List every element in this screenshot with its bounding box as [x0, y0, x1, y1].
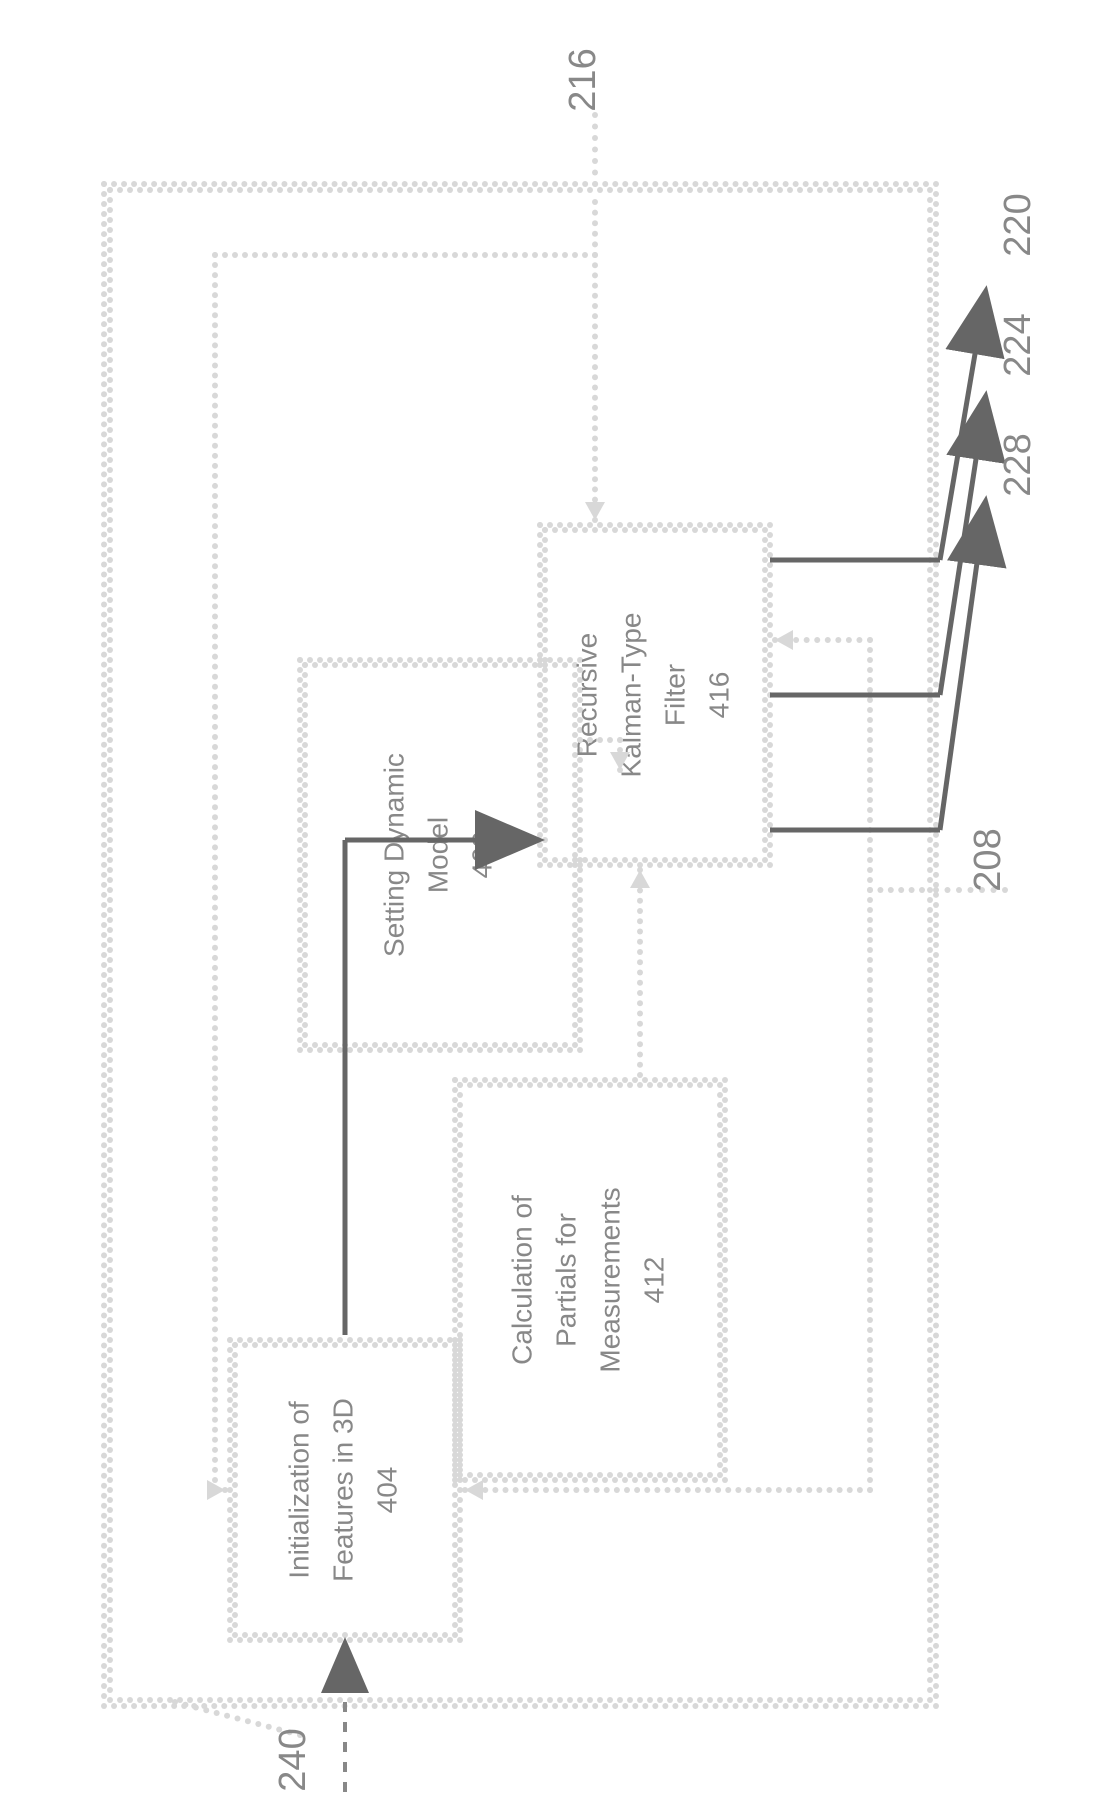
dyn-label-0: Setting Dynamic [378, 753, 409, 957]
label-208: 208 [967, 828, 1009, 891]
svg-text:208: 208 [967, 828, 1009, 891]
calc-label-1: Partials for [550, 1213, 581, 1347]
label-220: 220 [997, 193, 1039, 256]
dyn-box: Setting DynamicModel408 [378, 753, 497, 957]
label-216: 216 [562, 48, 604, 111]
kalman-box: RecursiveKalman-TypeFilter416 [571, 613, 734, 778]
svg-text:228: 228 [997, 433, 1039, 496]
svg-text:224: 224 [997, 313, 1039, 376]
init-label-2: 404 [371, 1467, 402, 1514]
label-228: 228 [997, 433, 1039, 496]
calc-label-2: Measurements [594, 1187, 625, 1372]
dyn-label-1: Model [422, 817, 453, 893]
label-224: 224 [997, 313, 1039, 376]
calc-label-3: 412 [638, 1257, 669, 1304]
diagram-canvas: Initialization of Features in 3D 404 Settin… [0, 0, 1119, 1804]
svg-text:220: 220 [997, 193, 1039, 256]
svg-text:240: 240 [272, 1728, 314, 1791]
init-box: Initialization of Features in 3D 404 [283, 1398, 402, 1582]
init-label-1: Features in 3D [327, 1398, 358, 1582]
svg-text:216: 216 [562, 48, 604, 111]
calc-box: Calculation of Partials for Measurements 41… [506, 1187, 669, 1372]
label-240: 240 [272, 1728, 314, 1791]
init-label-0: Initialization of [283, 1401, 314, 1579]
calc-label-0: Calculation of [506, 1195, 537, 1365]
kalman-label-2: Filter [659, 664, 690, 726]
kalman-label-3: 416 [703, 672, 734, 719]
